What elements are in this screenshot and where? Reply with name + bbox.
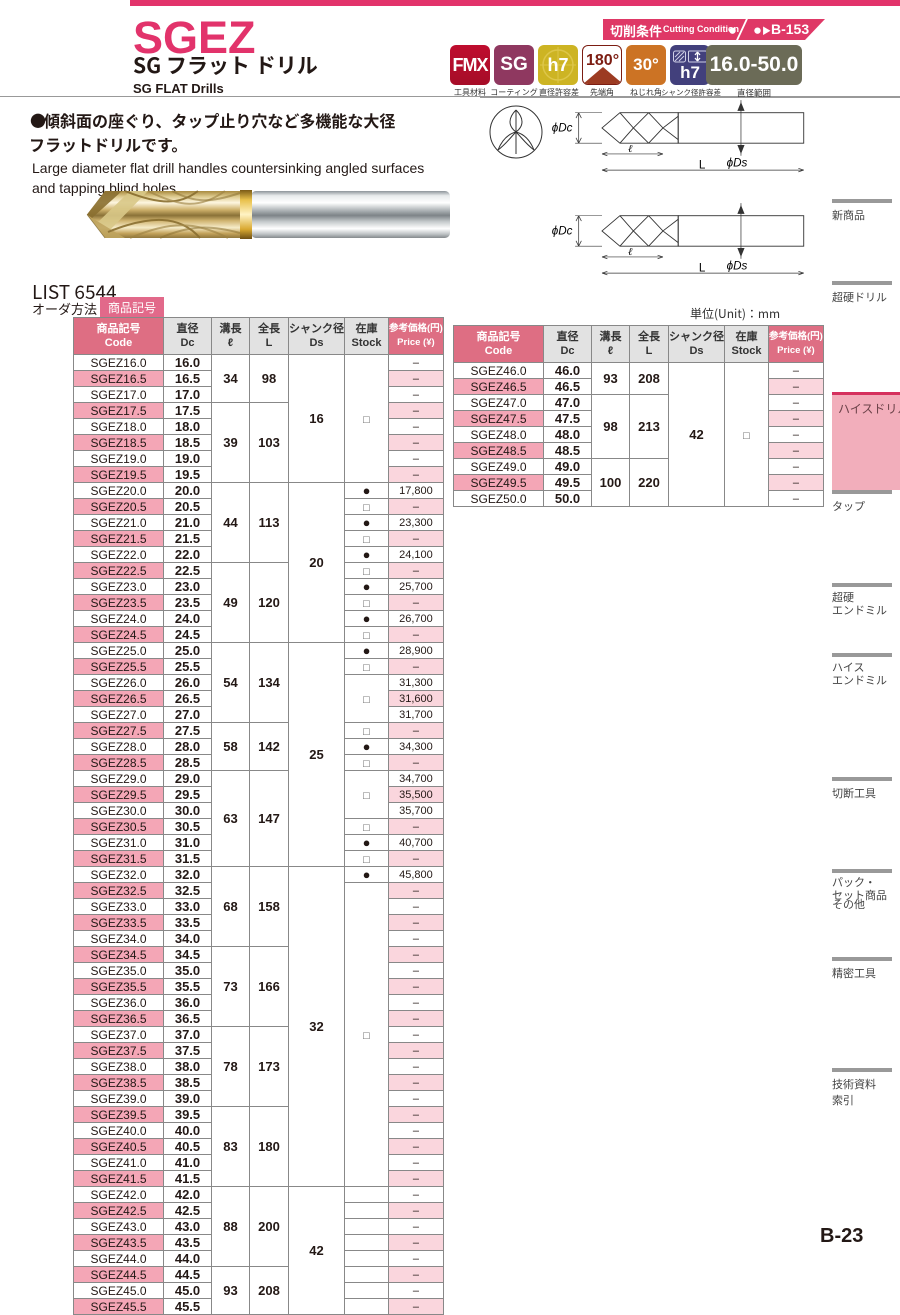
svg-text:L: L bbox=[699, 261, 706, 274]
svg-text:ϕDs: ϕDs bbox=[727, 157, 748, 170]
svg-text:ϕDc: ϕDc bbox=[552, 122, 573, 135]
svg-text:ϕDs: ϕDs bbox=[727, 260, 748, 273]
svg-text:ℓ: ℓ bbox=[628, 246, 633, 258]
svg-text:ϕDc: ϕDc bbox=[552, 225, 573, 238]
svg-text:L: L bbox=[699, 158, 706, 171]
svg-text:ℓ: ℓ bbox=[628, 143, 633, 155]
